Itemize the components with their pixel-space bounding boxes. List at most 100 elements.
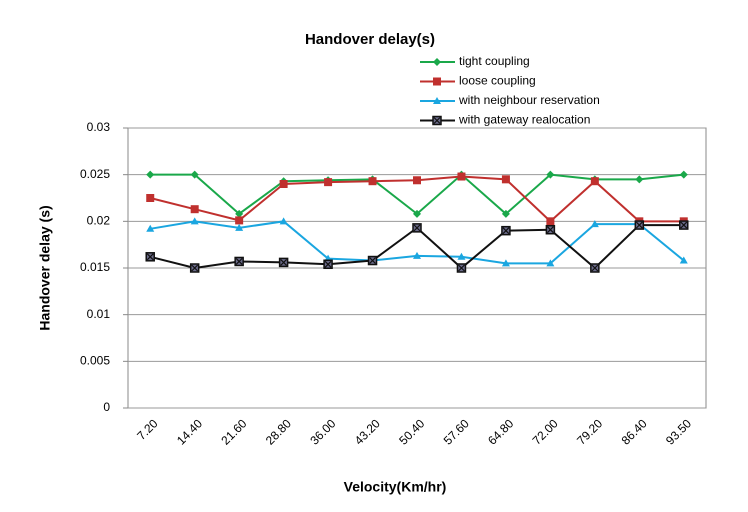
marker [591,264,599,272]
point [279,180,288,188]
point [679,170,688,179]
y-axis-label: Handover delay (s) [37,205,53,330]
marker [324,178,333,187]
marker [680,221,688,229]
x-tick-label: 64.80 [485,416,516,447]
marker [501,209,510,218]
x-tick-label: 79.20 [574,416,605,447]
point [634,220,645,230]
x-tick-label: 43.20 [352,416,383,447]
point [368,177,377,186]
marker [502,227,510,235]
marker [279,180,288,188]
marker [457,172,466,181]
point [501,225,511,236]
point [234,256,244,267]
point [145,252,155,262]
marker [433,117,441,124]
point [590,177,599,186]
marker [590,220,599,228]
marker [635,221,643,229]
marker [458,264,465,272]
point [279,217,288,225]
marker [679,170,688,179]
marker [235,209,244,218]
point [457,252,466,260]
point [679,220,689,230]
x-tick-label: 14.40 [174,416,205,447]
point [413,251,421,259]
marker [679,256,688,264]
marker [546,170,555,179]
marker [457,252,466,260]
point [278,257,289,268]
x-tick-label: 86.40 [619,416,650,447]
point [146,194,155,202]
marker [546,259,555,267]
legend-label: with neighbour reservation [458,93,600,107]
marker [191,264,199,272]
y-tick-label: 0.015 [80,260,110,274]
point [432,115,442,126]
marker [190,205,199,214]
marker [501,259,510,267]
marker [369,257,376,264]
point [590,263,600,273]
legend-label: loose coupling [459,74,536,88]
marker [235,258,243,265]
point [190,170,199,179]
marker [433,58,441,66]
marker [413,224,421,232]
x-tick-label: 21.60 [218,416,249,447]
point [546,259,555,267]
marker [146,194,155,202]
point [501,175,510,184]
point [146,170,155,179]
marker [590,177,599,186]
marker [413,176,421,185]
point [501,209,510,218]
x-tick-label: 50.40 [396,416,427,447]
marker [413,209,421,218]
point [545,224,556,235]
point [413,209,421,218]
point [546,170,555,179]
marker [146,224,155,232]
marker [324,260,332,268]
x-tick-label: 28.80 [263,416,294,447]
y-tick-label: 0.005 [80,354,110,368]
marker [433,77,441,86]
point [367,255,378,266]
marker [368,177,377,186]
point [456,263,467,273]
point [433,58,441,66]
x-tick-label: 93.50 [663,416,694,447]
x-axis-label: Velocity(Km/hr) [344,479,447,495]
marker [635,175,644,184]
marker [280,258,288,266]
point [235,209,244,218]
point [635,175,644,184]
point [413,176,421,185]
point [190,205,199,214]
chart-title: Handover delay(s) [305,31,435,48]
x-tick-label: 57.60 [441,416,472,447]
legend-label: tight coupling [459,54,530,68]
point [146,224,155,232]
point [190,217,199,225]
legend-label: with gateway realocation [458,113,590,127]
marker [146,253,154,261]
y-tick-label: 0.025 [80,167,110,181]
point [457,172,466,181]
point [189,263,200,273]
x-tick-label: 7.20 [134,416,161,443]
y-tick-label: 0.03 [87,120,111,134]
point [323,259,333,270]
point [590,220,599,228]
point [324,178,333,187]
point [433,97,441,104]
marker [235,223,244,231]
marker [146,170,155,179]
point [546,217,555,226]
